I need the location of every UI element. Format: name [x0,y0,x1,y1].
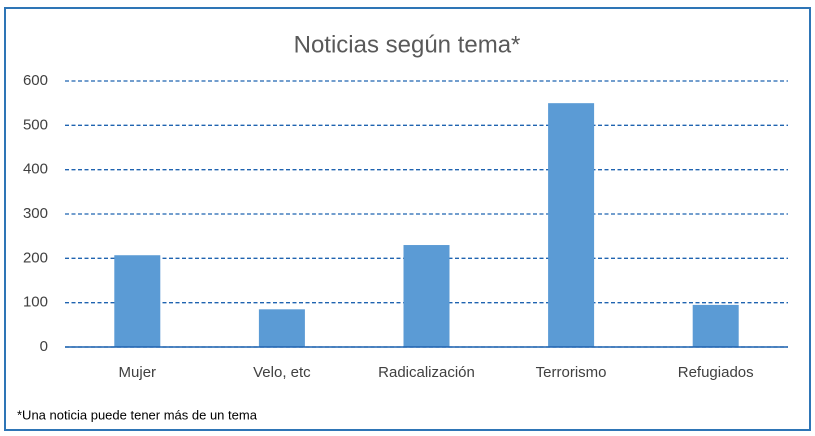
bar [692,304,739,347]
y-tick-label: 0 [40,338,48,355]
bar [114,255,161,347]
footnote: *Una noticia puede tener más de un tema [17,407,258,422]
chart-title: Noticias según tema* [294,31,521,58]
x-tick-label: Velo, etc [253,364,311,381]
y-tick-label: 300 [23,205,48,222]
x-tick-label: Radicalización [378,364,475,381]
bar [403,245,450,347]
x-tick-label: Terrorismo [536,364,607,381]
x-tick-label: Refugiados [678,364,754,381]
bar [548,103,595,348]
y-tick-label: 200 [23,249,48,266]
bar [258,309,305,347]
y-tick-label: 100 [23,294,48,311]
y-tick-label: 600 [23,72,48,89]
x-tick-label: Mujer [119,364,157,381]
y-tick-label: 400 [23,161,48,178]
y-tick-label: 500 [23,116,48,133]
chart-border [4,7,811,431]
